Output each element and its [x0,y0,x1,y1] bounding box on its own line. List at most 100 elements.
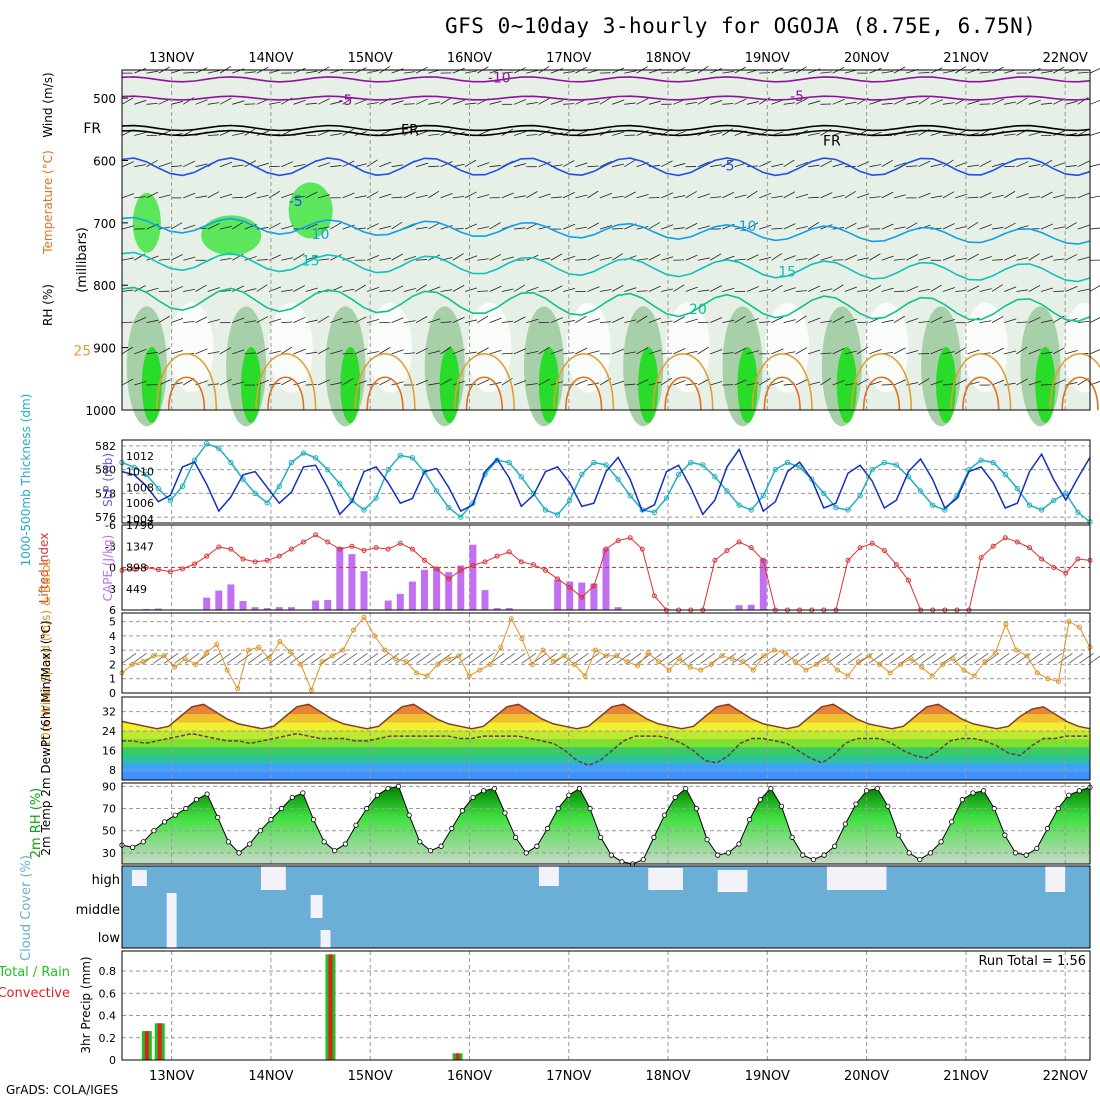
wind-barb [844,133,857,136]
wind-barb [661,352,673,355]
wind-barb [611,348,625,355]
date-label-top: 19NOV [745,51,790,66]
wind-barb [244,320,257,324]
wind-point [898,661,904,667]
cloud-level-label: middle [76,903,120,918]
wind-barb [330,317,343,324]
wind-barb [317,98,330,105]
wind-barb [501,320,514,324]
wind-barb [599,97,611,105]
rh-dry [467,302,512,393]
cape-bar [735,605,743,610]
wind-point [792,659,798,665]
thickness-tick-label: 580 [95,464,116,477]
lifted-point [252,559,258,565]
isotherm-25 [850,353,913,411]
wind-barb [771,348,784,355]
wind-barb [195,99,208,105]
wind-barb [942,223,955,230]
temp-band [122,705,1090,715]
wind-axis-label: Wind (m/s) [41,72,55,137]
wind-barb [881,70,894,74]
cape-axis-label: CAPE (J/kg) [101,535,115,602]
lifted-point [216,544,222,550]
wind-barb [575,347,588,355]
wind-barb [452,348,465,355]
contour-label: -5 [721,158,735,174]
rh-point [534,843,540,849]
wind-barb [795,315,807,323]
lifted-point [434,566,440,572]
wind-point [592,647,598,653]
wind-barb [513,284,526,292]
wind-barb [562,191,575,199]
wind-barb [668,652,684,664]
wind-barb [832,195,845,199]
wind-barb [759,224,772,230]
wind-barb [710,196,722,199]
wind-barb [538,346,550,355]
temp-bands [122,704,1090,780]
wind-barb [170,350,184,355]
wind-barb [464,159,477,168]
date-label-top: 20NOV [844,51,889,66]
wind-barb [1089,99,1100,105]
cloud-clear [320,930,331,948]
rh-point [736,841,742,847]
wind-barb [1089,227,1100,230]
wind-point [519,636,525,642]
wind-barb [232,68,245,74]
wind-barb [489,222,501,230]
thickness-point [845,507,851,513]
wind-barb [1004,382,1016,386]
wind-barb [967,285,980,292]
wind-barb [1016,193,1029,199]
wind-barb [1053,162,1066,168]
lifted-point [881,548,887,553]
wind-point [298,661,304,667]
wind-barb [158,347,171,355]
thickness-point [458,514,464,520]
wind-barb [526,134,538,136]
thickness-point [700,462,706,468]
cloud-panel: high middle low [76,866,1090,948]
lifted-tick-label: -3 [105,540,116,553]
wind-barb [134,131,147,136]
wind-point [414,670,420,676]
wind-barb [440,321,452,324]
temp-frame [121,696,1091,781]
wind-point [929,673,935,679]
wind-barb [562,255,576,261]
rh-dry [765,302,810,393]
wind-barb [942,287,956,292]
wind-barb [832,348,845,355]
isotherm-25 [950,353,1012,411]
wind-barb [1040,319,1053,324]
wind-barb [513,163,527,168]
wind-barb [857,257,870,261]
wind-barb [661,224,674,230]
wind-barb [722,103,734,105]
wind-tick-label: 1 [109,673,116,686]
slp-tick-label: 1008 [126,481,154,494]
wind-barb [464,191,477,199]
wind-barb [183,72,195,74]
wind-barb [881,159,893,168]
wind-barb [293,285,306,292]
wind-barb [1077,224,1090,230]
rh-tick-label: 30 [102,847,116,860]
cape-bar [154,608,162,610]
wind-barb [342,652,358,664]
contour-label: 10 [312,227,330,243]
wind-barb [673,380,686,386]
wind-barb [391,285,404,292]
wind-barb [563,652,579,664]
cape-bar [433,567,441,610]
cape-bar [203,597,211,610]
wind-barb [893,258,906,261]
wind-barb [416,652,431,664]
rh-point [768,785,774,792]
wind-barb [170,254,183,261]
wind-barb [363,652,379,664]
rh-point [1034,845,1040,852]
